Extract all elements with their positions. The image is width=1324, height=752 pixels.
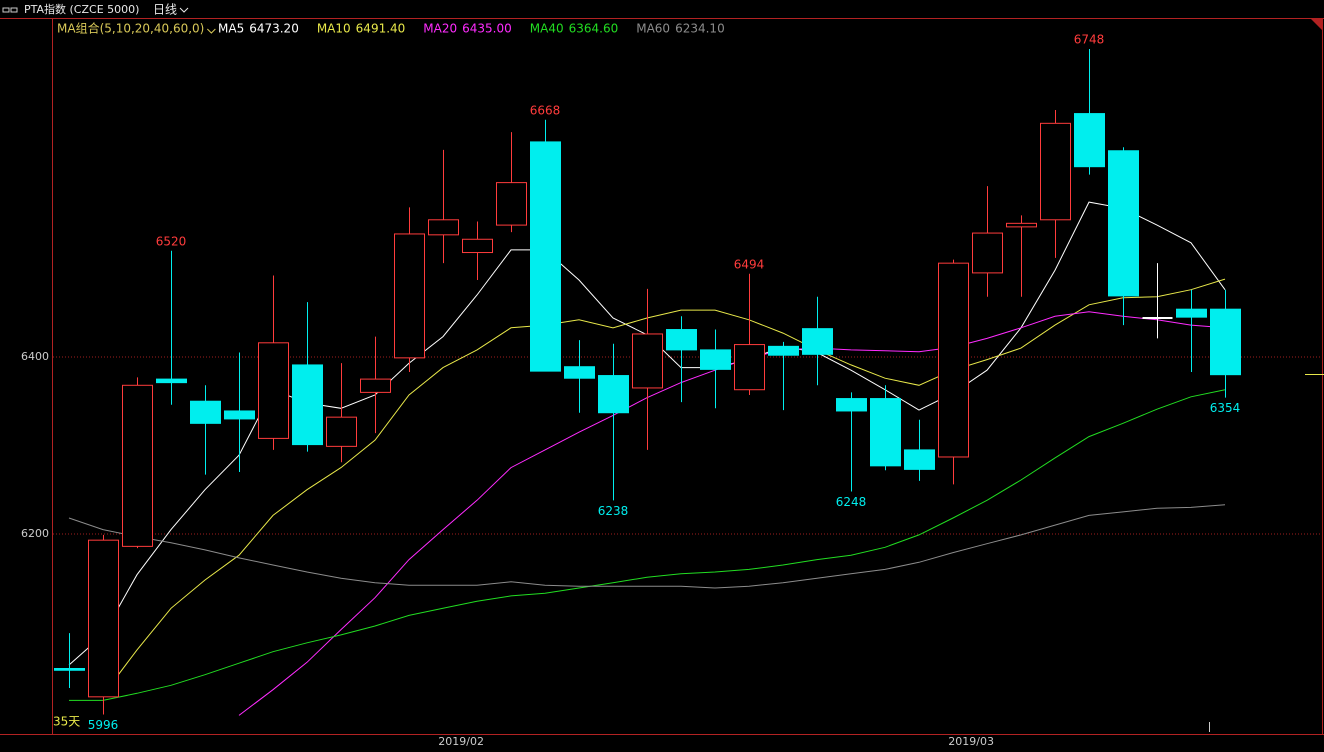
- candle-body: [326, 416, 357, 447]
- candle-body: [190, 400, 221, 424]
- candle-body: [394, 233, 425, 359]
- candle-body: [530, 141, 561, 372]
- candle-body: [122, 384, 153, 547]
- high-label: 6520: [156, 234, 187, 248]
- candle-body: [938, 262, 969, 458]
- legend-name: MA40: [530, 22, 564, 36]
- candle-body: [564, 366, 595, 379]
- candle-body: [462, 238, 493, 254]
- candle-body: [1074, 113, 1105, 168]
- plot-area: 6200 6400 2019/02 2019/03 6520 6668 6494 6748 59…: [21, 32, 1322, 748]
- legend-value: 6364.60: [569, 22, 619, 36]
- candle-body: [700, 349, 731, 370]
- low-label: 5996: [88, 718, 119, 732]
- chart-frame: [0, 18, 1324, 735]
- low-label: 6248: [836, 495, 867, 509]
- candle-body: [1040, 122, 1071, 221]
- candle-body: [496, 182, 527, 226]
- candle-body: [904, 449, 935, 470]
- legend-value: 6491.40: [356, 22, 406, 36]
- ma-line: [102, 278, 1226, 696]
- candle-body: [870, 398, 901, 467]
- high-label: 6668: [530, 103, 561, 117]
- icon-box: [10, 7, 18, 13]
- title-icon: [2, 7, 18, 13]
- legend-value: 6234.10: [675, 22, 725, 36]
- low-label: 6354: [1210, 401, 1241, 415]
- x-tick-label: 2019/03: [948, 735, 994, 748]
- high-label: 6748: [1074, 32, 1105, 46]
- legend-name: MA10: [317, 22, 351, 36]
- candle-body: [54, 668, 85, 671]
- candle-body: [768, 345, 799, 356]
- candle-body: [666, 329, 697, 351]
- candle-body: [1176, 308, 1207, 318]
- indicator-label[interactable]: MA组合(5,10,20,40,60,0): [57, 21, 204, 36]
- candle-body: [836, 398, 867, 412]
- ma-line: [238, 311, 1226, 716]
- dropdown-caret[interactable]: [207, 28, 216, 34]
- legend-name: MA60: [636, 22, 670, 36]
- low-label: 6238: [598, 504, 629, 518]
- candle-body: [224, 410, 255, 420]
- candle-body: [292, 364, 323, 446]
- high-label: 6494: [734, 257, 765, 271]
- candle-body: [88, 539, 119, 698]
- x-tick-label: 2019/02: [438, 735, 484, 748]
- ma-line: [68, 504, 1226, 589]
- candle-body: [734, 344, 765, 391]
- legend: MA5 6473.20 MA10 6491.40 MA20 6435.00 MA40 6364…: [218, 22, 725, 36]
- candle-body: [360, 378, 391, 393]
- chart-title: PTA指数 (CZCE 5000): [24, 2, 139, 16]
- count-label: 35天: [53, 715, 80, 729]
- y-tick-label: 6400: [21, 350, 49, 363]
- legend-value: 6473.20: [249, 22, 299, 36]
- dropdown-caret[interactable]: [179, 7, 189, 13]
- candle-body: [1210, 308, 1241, 376]
- y-tick-label: 6200: [21, 527, 49, 540]
- icon-box: [2, 7, 10, 13]
- legend-value: 6435.00: [462, 22, 512, 36]
- legend-name: MA20: [423, 22, 457, 36]
- candle-body: [156, 378, 187, 384]
- candle-body: [972, 232, 1003, 274]
- candle-body: [632, 333, 663, 389]
- candle-body: [428, 219, 459, 236]
- period-label[interactable]: 日线: [153, 3, 177, 17]
- candle-body: [258, 342, 289, 439]
- candle-body: [1108, 150, 1139, 297]
- legend-name: MA5: [218, 22, 244, 36]
- candle-body: [802, 328, 833, 355]
- candle-body: [1006, 222, 1037, 228]
- corner-mark: [1310, 18, 1322, 30]
- candle-body: [598, 375, 629, 414]
- ma-line: [69, 389, 1226, 701]
